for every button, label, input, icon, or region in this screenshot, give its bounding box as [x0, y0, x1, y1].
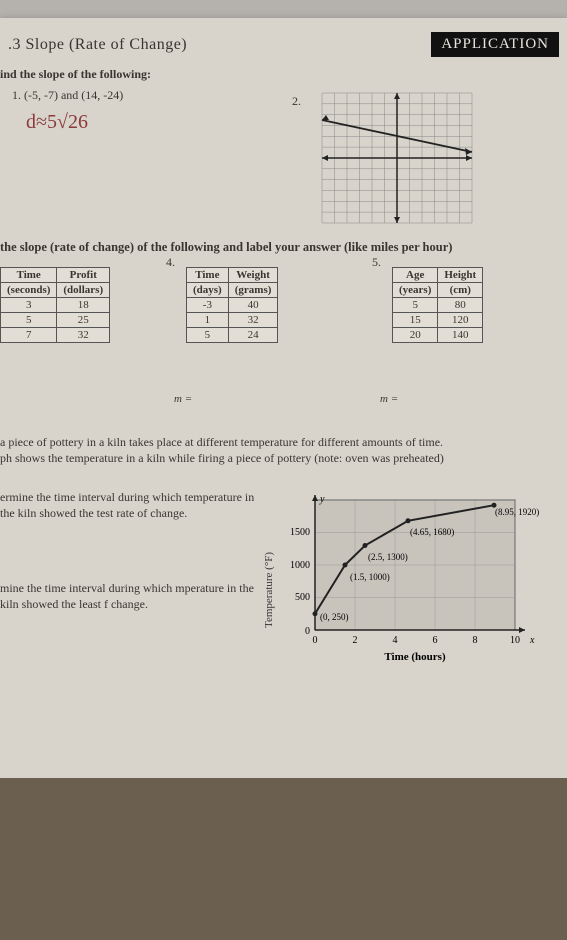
table-cell: 20	[393, 328, 438, 343]
subquestions-row: ermine the time interval during which te…	[0, 490, 567, 675]
table-cell: 18	[57, 298, 110, 313]
left-subquestions: ermine the time interval during which te…	[0, 490, 260, 675]
q1-number: 1.	[12, 88, 21, 102]
q1-handwritten-answer: d≈5√26	[26, 111, 292, 134]
svg-text:0: 0	[305, 626, 310, 637]
table-surface	[0, 778, 567, 940]
svg-text:500: 500	[295, 592, 310, 603]
t5-h1: Age	[393, 268, 438, 283]
svg-text:6: 6	[433, 635, 438, 646]
q2-number: 2.	[292, 94, 301, 109]
q1-points: (-5, -7) and (14, -24)	[24, 88, 123, 102]
q5-number: 5.	[372, 255, 381, 270]
ylabel: Temperature (°F)	[263, 552, 275, 628]
svg-text:0: 0	[313, 635, 318, 646]
svg-text:(4.65, 1680): (4.65, 1680)	[410, 527, 454, 537]
kiln-chart: Temperature (°F) 0 500	[260, 490, 550, 675]
header-row: .3 Slope (Rate of Change) APPLICATION	[0, 28, 567, 63]
table-3-col: TimeProfit (seconds)(dollars) 318 525 73…	[0, 267, 160, 405]
title-text: Slope (Rate of Change)	[26, 36, 188, 53]
section-number: .3	[8, 36, 21, 53]
tables-row: TimeProfit (seconds)(dollars) 318 525 73…	[0, 261, 567, 405]
table-cell: 5	[393, 298, 438, 313]
table-5: AgeHeight (years)(cm) 580 15120 20140	[392, 267, 483, 343]
svg-text:8: 8	[473, 635, 478, 646]
table-cell: 32	[228, 313, 278, 328]
table-cell: 3	[1, 298, 57, 313]
q5-m-equals: m =	[380, 393, 562, 405]
table-cell: 120	[438, 313, 483, 328]
table-cell: 32	[57, 328, 110, 343]
table-4: TimeWeight (days)(grams) -340 132 524	[186, 267, 278, 343]
svg-text:1000: 1000	[290, 560, 310, 571]
instruction-2: the slope (rate of change) of the follow…	[0, 228, 567, 261]
table-cell: 5	[1, 313, 57, 328]
kiln-chart-svg: Temperature (°F) 0 500	[260, 490, 550, 670]
table-cell: 40	[228, 298, 278, 313]
svg-text:1500: 1500	[290, 527, 310, 538]
wp-line2: ph shows the temperature in a kiln while…	[0, 451, 557, 467]
table-cell: 80	[438, 298, 483, 313]
table-cell: 24	[228, 328, 278, 343]
table-3: TimeProfit (seconds)(dollars) 318 525 73…	[0, 267, 110, 343]
svg-text:(0, 250): (0, 250)	[320, 612, 349, 622]
svg-text:Time (hours): Time (hours)	[384, 651, 446, 663]
sub-b-text: mine the time interval during which mper…	[0, 581, 260, 612]
svg-text:4: 4	[393, 635, 398, 646]
table-cell: 1	[187, 313, 229, 328]
table-cell: 5	[187, 328, 229, 343]
svg-text:(2.5, 1300): (2.5, 1300)	[368, 552, 408, 562]
svg-text:(1.5, 1000): (1.5, 1000)	[350, 572, 390, 582]
q4-number: 4.	[166, 255, 175, 270]
svg-text:x: x	[529, 635, 535, 646]
table-cell: 7	[1, 328, 57, 343]
section-title: .3 Slope (Rate of Change)	[8, 36, 187, 54]
table-4-col: 4. TimeWeight (days)(grams) -340 132 524…	[166, 267, 366, 405]
coordinate-grid	[312, 88, 482, 228]
t4-h1: Time	[187, 268, 229, 283]
table-cell: 15	[393, 313, 438, 328]
worksheet-page: .3 Slope (Rate of Change) APPLICATION in…	[0, 18, 567, 778]
svg-text:10: 10	[510, 635, 520, 646]
t3-h1: Time	[1, 268, 57, 283]
table-5-col: 5. AgeHeight (years)(cm) 580 15120 20140…	[372, 267, 562, 405]
question-1: 1. (-5, -7) and (14, -24) d≈5√26	[12, 88, 292, 228]
t4-sh2: (grams)	[228, 283, 278, 298]
t4-sh1: (days)	[187, 283, 229, 298]
t4-h2: Weight	[228, 268, 278, 283]
questions-1-2-row: 1. (-5, -7) and (14, -24) d≈5√26 2.	[0, 88, 567, 228]
word-problem: a piece of pottery in a kiln takes place…	[0, 405, 567, 466]
svg-text:(8.95, 1920): (8.95, 1920)	[495, 507, 539, 517]
t5-sh2: (cm)	[438, 283, 483, 298]
svg-text:y: y	[319, 494, 325, 505]
application-badge: APPLICATION	[431, 32, 559, 57]
t3-sh1: (seconds)	[1, 283, 57, 298]
t3-h2: Profit	[57, 268, 110, 283]
table-cell: 25	[57, 313, 110, 328]
t5-h2: Height	[438, 268, 483, 283]
t5-sh1: (years)	[393, 283, 438, 298]
t3-sh2: (dollars)	[57, 283, 110, 298]
wp-line1: a piece of pottery in a kiln takes place…	[0, 435, 557, 451]
table-cell: 140	[438, 328, 483, 343]
question-2: 2.	[292, 88, 552, 228]
sub-a-text: ermine the time interval during which te…	[0, 490, 260, 521]
q4-m-equals: m =	[174, 393, 366, 405]
svg-text:2: 2	[353, 635, 358, 646]
table-cell: -3	[187, 298, 229, 313]
instruction-1: ind the slope of the following:	[0, 63, 567, 88]
